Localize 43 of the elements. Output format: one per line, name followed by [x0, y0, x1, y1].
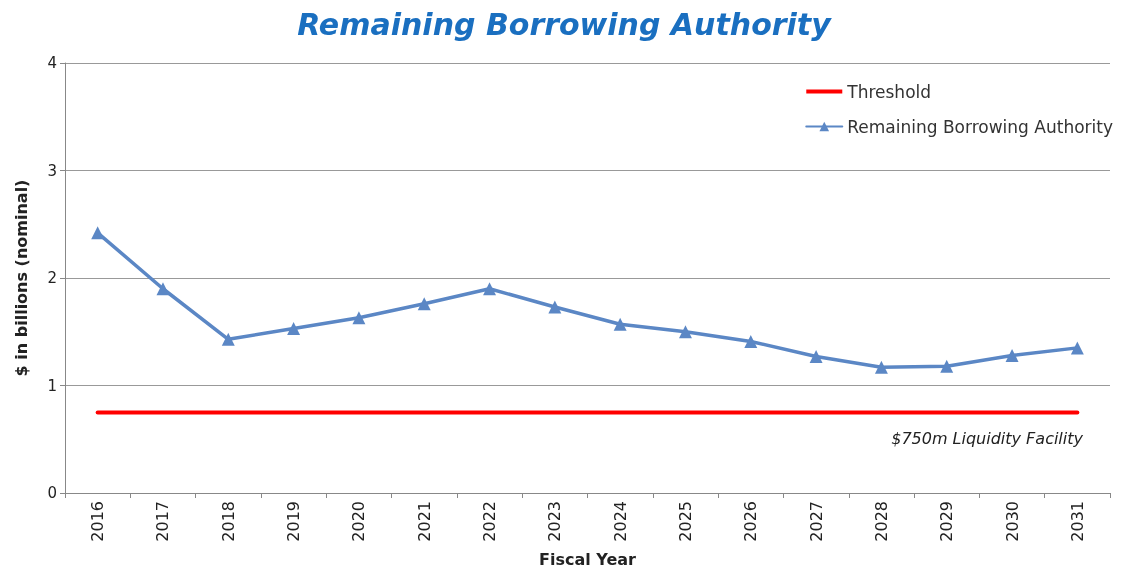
x-tick-label: 2019 [284, 501, 304, 542]
x-tick-label: 2031 [1067, 501, 1087, 542]
x-tick-label: 2030 [1002, 501, 1022, 542]
point [874, 360, 888, 374]
point [809, 349, 823, 363]
x-tick-label: 2021 [414, 501, 434, 542]
point [91, 226, 105, 240]
x-tick-label: 2020 [349, 501, 369, 542]
chart-title: Remaining Borrowing Authority [297, 6, 833, 42]
legend-label: Remaining Borrowing Authority [847, 116, 1114, 137]
point [940, 359, 954, 373]
x-tick-label: 2017 [153, 501, 173, 542]
x-tick-label: 2026 [741, 501, 761, 542]
point [1005, 348, 1019, 362]
point [548, 300, 562, 314]
point [1070, 341, 1084, 355]
x-tick-label: 2024 [610, 501, 630, 542]
x-tick-label: 2023 [545, 501, 565, 542]
x-tick-label: 2016 [88, 501, 108, 542]
x-tick-label: 2029 [937, 501, 957, 542]
annotation: $750m Liquidity Facility [891, 428, 1084, 448]
y-tick-label: 3 [47, 161, 57, 180]
point [744, 334, 758, 348]
point [678, 325, 692, 339]
y-tick-label: 1 [47, 376, 57, 395]
point [417, 297, 431, 311]
point [287, 322, 301, 336]
x-tick-label: 2027 [806, 501, 826, 542]
point [483, 282, 497, 296]
y-axis-title: $ in billions (nominal) [11, 179, 31, 377]
point [156, 282, 170, 296]
legend-label: Threshold [846, 81, 932, 102]
y-tick-label: 2 [47, 269, 57, 287]
y-tick-label: 4 [47, 54, 57, 72]
point [352, 311, 366, 325]
point [221, 332, 235, 346]
x-axis-title: Fiscal Year [539, 549, 637, 569]
x-tick-label: 2018 [218, 501, 238, 542]
x-tick-label: 2025 [675, 501, 695, 542]
x-tick-label: 2022 [480, 501, 500, 542]
point [613, 317, 627, 331]
x-tick-label: 2028 [871, 501, 891, 542]
y-tick-label: 0 [47, 484, 57, 502]
